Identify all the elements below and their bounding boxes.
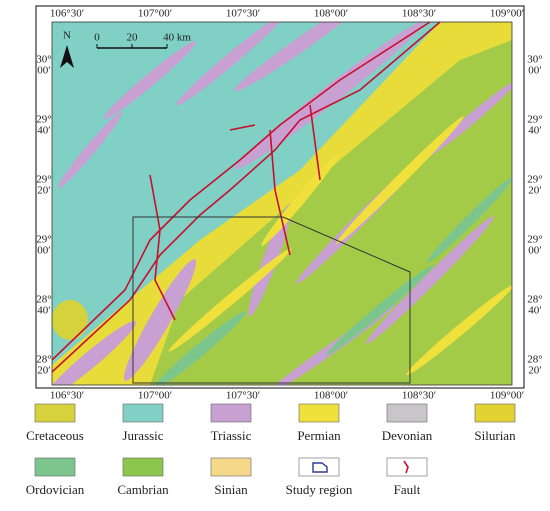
legend-swatch	[210, 457, 252, 477]
left-coord-label: 29°	[36, 114, 51, 126]
left-coord-label: 30°	[36, 54, 51, 66]
right-coord-label: 28°	[527, 294, 542, 306]
right-coord-label: 29°	[527, 114, 542, 126]
legend-swatch	[34, 403, 76, 423]
right-coord-label: 40′	[528, 125, 541, 137]
faults	[52, 22, 441, 373]
legend-label: Fault	[394, 482, 421, 497]
scale-label: 20	[127, 32, 139, 44]
legend-swatch	[298, 403, 340, 423]
study-region	[132, 216, 411, 384]
legend-swatch	[298, 457, 340, 477]
ordovician-bands	[153, 177, 512, 385]
map-border	[51, 21, 513, 386]
bottom-coord-label: 106°30′	[50, 390, 84, 402]
legend-swatch	[210, 403, 252, 423]
bottom-coord-label: 107°00′	[138, 390, 172, 402]
right-coord-label: 20′	[528, 185, 541, 197]
legend-label: Jurassic	[122, 428, 163, 443]
right-coord-label: 20′	[528, 365, 541, 377]
top-coord-label: 108°00′	[314, 8, 348, 20]
left-coord-label: 00′	[37, 245, 50, 257]
legend-swatch	[34, 457, 76, 477]
legend-label: Cretaceous	[26, 428, 84, 443]
top-coord-label: 109°00′	[490, 8, 524, 20]
legend-fault-icon	[403, 460, 409, 474]
legend-label: Devonian	[382, 428, 433, 443]
left-coord-label: 28°	[36, 354, 51, 366]
left-coord-label: 20′	[37, 365, 50, 377]
legend-swatch	[122, 457, 164, 477]
legend-label: Cambrian	[117, 482, 169, 497]
scale-label: 40 km	[163, 32, 191, 44]
legend-label: Sinian	[214, 482, 248, 497]
right-coord-label: 29°	[527, 174, 542, 186]
legend-swatch	[386, 457, 428, 477]
cambrian-area	[150, 40, 512, 385]
legend-swatch	[122, 403, 164, 423]
left-coord-label: 40′	[37, 305, 50, 317]
north-arrow	[60, 45, 74, 68]
map-body	[51, 21, 513, 386]
left-coord-label: 00′	[37, 65, 50, 77]
left-coord-label: 20′	[37, 185, 50, 197]
north-label: N	[63, 30, 71, 42]
left-coord-label: 29°	[36, 174, 51, 186]
top-coord-label: 106°30′	[50, 8, 84, 20]
bottom-coord-label: 107°30′	[226, 390, 260, 402]
cretaceous-patch	[52, 300, 88, 340]
top-coord-label: 107°30′	[226, 8, 260, 20]
scale-label: 0	[94, 32, 100, 44]
legend-label: Ordovician	[26, 482, 85, 497]
right-coord-label: 28°	[527, 354, 542, 366]
legend-region-icon	[312, 462, 328, 473]
geology	[52, 22, 512, 385]
left-coord-label: 40′	[37, 125, 50, 137]
left-coord-label: 28°	[36, 294, 51, 306]
top-coord-label: 107°00′	[138, 8, 172, 20]
legend-label: Triassic	[211, 428, 252, 443]
right-coord-label: 00′	[528, 65, 541, 77]
right-coord-label: 40′	[528, 305, 541, 317]
bottom-coord-label: 109°00′	[490, 390, 524, 402]
left-coord-label: 29°	[36, 234, 51, 246]
legend-swatch	[474, 403, 516, 423]
legend-label: Silurian	[474, 428, 516, 443]
legend-swatch	[386, 403, 428, 423]
right-coord-label: 30°	[527, 54, 542, 66]
bottom-coord-label: 108°30′	[402, 390, 436, 402]
legend-label: Study region	[286, 482, 353, 497]
top-coord-label: 108°30′	[402, 8, 436, 20]
right-coord-label: 00′	[528, 245, 541, 257]
right-coord-label: 29°	[527, 234, 542, 246]
legend-label: Permian	[297, 428, 341, 443]
bottom-coord-label: 108°00′	[314, 390, 348, 402]
